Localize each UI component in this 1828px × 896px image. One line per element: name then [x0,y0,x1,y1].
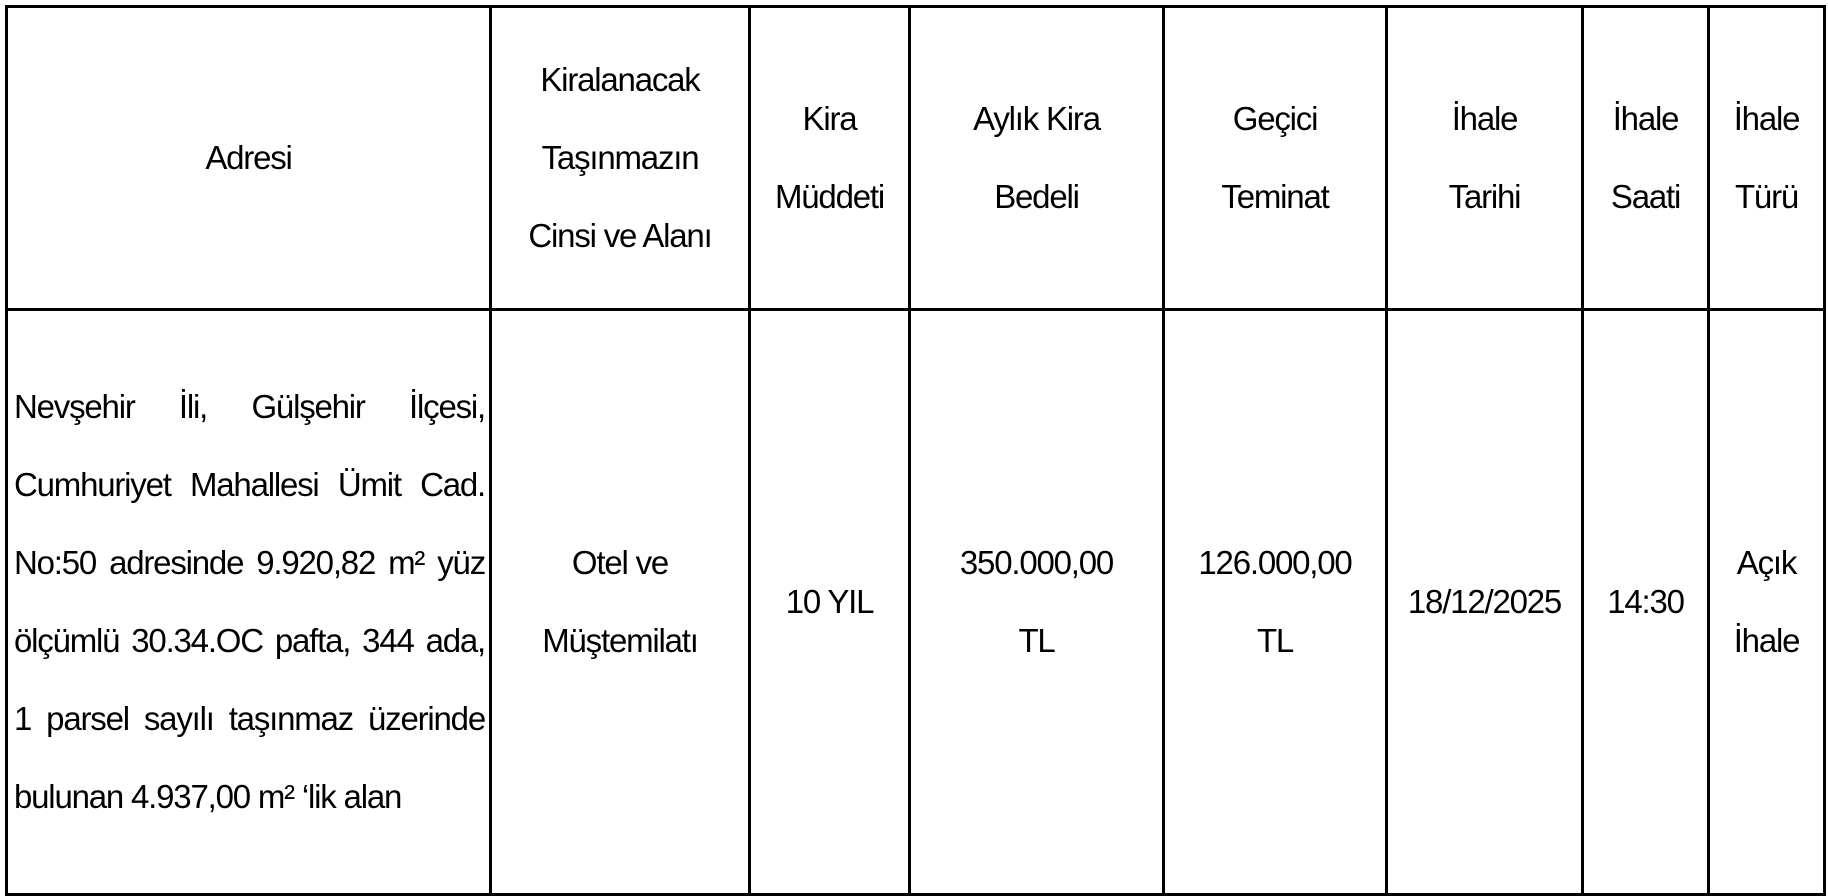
cell-text: 126.000,00 [1198,544,1352,581]
header-text: İhale [1451,100,1519,137]
header-text: Teminat [1221,178,1329,215]
cell-property: Otel ve Müştemilatı [489,308,751,896]
header-text: İhale [1612,100,1680,137]
cell-text: TL [1256,622,1294,659]
header-duration: Kira Müddeti [748,5,911,311]
header-text: Cinsi ve Alanı [528,217,712,254]
header-row: Adresi Kiralanacak Taşınmazın Cinsi ve A… [5,5,1826,311]
cell-text: Müştemilatı [542,622,699,659]
tender-table: Adresi Kiralanacak Taşınmazın Cinsi ve A… [5,5,1826,896]
header-text: Adresi [205,139,293,176]
header-date: İhale Tarihi [1385,5,1584,311]
cell-text: TL [1018,622,1055,659]
cell-time: 14:30 [1581,308,1710,896]
cell-duration: 10 YIL [748,308,911,896]
cell-text: İhale [1733,622,1801,659]
cell-address: Nevşehir İli, Gülşehir İlçesi, Cumhuriye… [5,308,492,896]
header-text: Saati [1610,178,1681,215]
cell-deposit: 126.000,00 TL [1162,308,1388,896]
header-text: Bedeli [994,178,1080,215]
header-text: Taşınmazın [541,139,700,176]
header-property: Kiralanacak Taşınmazın Cinsi ve Alanı [489,5,751,311]
header-text: Türü [1734,178,1799,215]
header-text: İhale [1733,100,1801,137]
header-text: Kiralanacak [540,61,700,98]
header-text: Müddeti [774,178,885,215]
header-time: İhale Saati [1581,5,1710,311]
table-row: Nevşehir İli, Gülşehir İlçesi, Cumhuriye… [5,308,1826,896]
cell-monthly-rent: 350.000,00 TL [908,308,1165,896]
header-type: İhale Türü [1707,5,1826,311]
header-monthly-rent: Aylık Kira Bedeli [908,5,1165,311]
header-deposit: Geçici Teminat [1162,5,1388,311]
cell-type: Açık İhale [1707,308,1826,896]
header-text: Tarihi [1448,178,1522,215]
header-text: Aylık Kira [973,100,1101,137]
cell-text: 350.000,00 [959,544,1114,581]
cell-date: 18/12/2025 [1385,308,1584,896]
header-text: Geçici [1232,100,1319,137]
cell-text: Açık [1736,544,1798,581]
header-text: Kira [802,100,858,137]
header-address: Adresi [5,5,492,311]
cell-text: Otel ve [571,544,669,581]
